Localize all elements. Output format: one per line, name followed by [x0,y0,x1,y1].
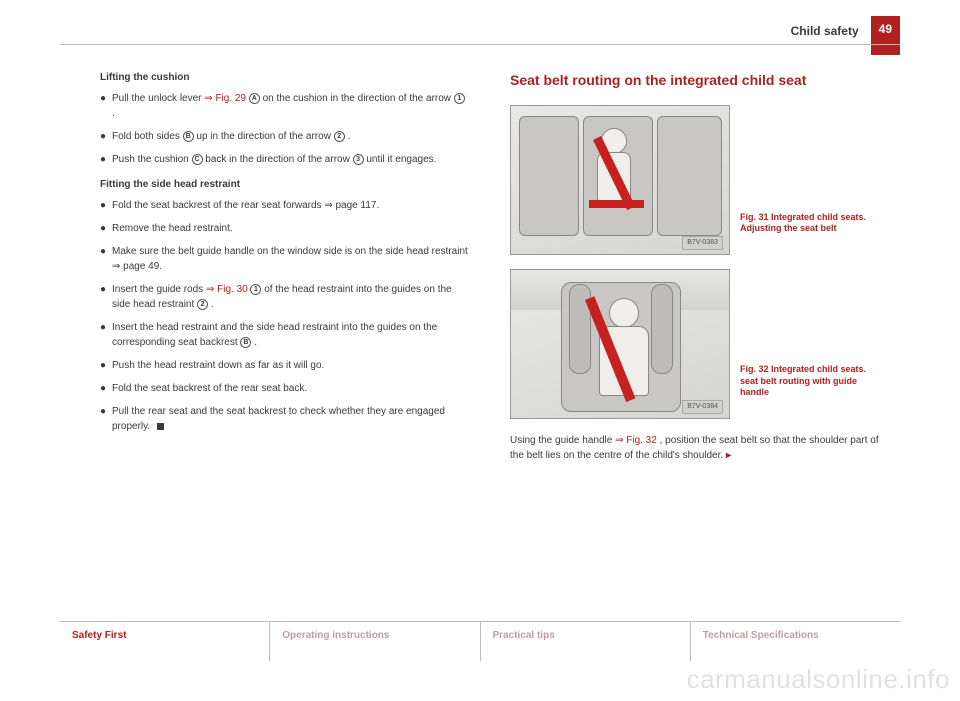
page-number: 49 [871,16,900,55]
callout-letter: B [183,131,194,142]
figure-31: B7V-0383 Fig. 31 Integrated child seats.… [510,105,880,255]
bullet-item: ● Pull the rear seat and the seat backre… [100,404,470,434]
callout-letter: B [240,337,251,348]
watermark: carmanualsonline.info [687,664,950,695]
figure-tag: B7V-0384 [682,400,723,415]
bullet-text: Insert the guide rods ⇒ Fig. 30 1 of the… [112,282,470,312]
bullet-item: ●Fold the seat backrest of the rear seat… [100,381,470,396]
figure-tag: B7V-0383 [682,236,723,251]
fig-ref: ⇒ Fig. 29 [204,93,246,104]
header-rule [60,44,900,45]
bullet-item: ●Remove the head restraint. [100,221,470,236]
footer-tab-technical[interactable]: Technical Specifications [691,621,900,661]
bullet-item: ● Fold both sides B up in the direction … [100,129,470,144]
continue-mark-icon: ▸ [726,450,731,461]
callout-number: 1 [454,93,465,104]
callout-number: 3 [353,154,364,165]
bullet-item: ● Insert the head restraint and the side… [100,320,470,350]
bullet-item: ● Push the cushion C back in the directi… [100,152,470,167]
callout-number: 2 [334,131,345,142]
figure-32: B7V-0384 Fig. 32 Integrated child seats.… [510,269,880,419]
bullet-item: ●Fold the seat backrest of the rear seat… [100,198,470,213]
footer-nav: Safety First Operating instructions Prac… [60,621,900,661]
left-column: Lifting the cushion ● Pull the unlock le… [100,70,470,611]
footer-tab-safety[interactable]: Safety First [60,621,270,661]
bullet-text: Push the cushion C back in the direction… [112,152,470,167]
figure-32-image: B7V-0384 [510,269,730,419]
bullet-dot: ● [100,129,112,144]
callout-number: 2 [197,299,208,310]
callout-letter: C [192,154,203,165]
fig-ref: ⇒ Fig. 30 [206,284,248,295]
footer-tab-practical[interactable]: Practical tips [481,621,691,661]
right-column: Seat belt routing on the integrated chil… [510,70,880,611]
figure-31-caption: Fig. 31 Integrated child seats. Adjustin… [740,212,880,255]
bullet-text: Pull the unlock lever ⇒ Fig. 29 A on the… [112,91,470,121]
fig-ref: ⇒ Fig. 32 [615,435,657,446]
bullet-item: ●Make sure the belt guide handle on the … [100,244,470,274]
section-name: Child safety [791,24,859,38]
page-header: Child safety 49 [791,24,900,55]
callout-number: 1 [250,284,261,295]
content-columns: Lifting the cushion ● Pull the unlock le… [100,70,880,611]
subheading-lifting: Lifting the cushion [100,70,470,85]
figure-32-caption: Fig. 32 Integrated child seats. seat bel… [740,364,880,419]
manual-page: Child safety 49 Lifting the cushion ● Pu… [0,0,960,701]
section-title: Seat belt routing on the integrated chil… [510,70,880,91]
footer-tab-operating[interactable]: Operating instructions [270,621,480,661]
bullet-dot: ● [100,91,112,121]
bullet-item: ●Push the head restraint down as far as … [100,358,470,373]
figure-31-image: B7V-0383 [510,105,730,255]
bullet-item: ● Pull the unlock lever ⇒ Fig. 29 A on t… [100,91,470,121]
callout-letter: A [249,93,260,104]
bullet-item: ● Insert the guide rods ⇒ Fig. 30 1 of t… [100,282,470,312]
bullet-text: Insert the head restraint and the side h… [112,320,470,350]
bullet-text: Fold both sides B up in the direction of… [112,129,470,144]
bullet-dot: ● [100,152,112,167]
body-paragraph: Using the guide handle ⇒ Fig. 32 , posit… [510,433,880,463]
end-mark-icon [157,423,164,430]
subheading-fitting: Fitting the side head restraint [100,177,470,192]
